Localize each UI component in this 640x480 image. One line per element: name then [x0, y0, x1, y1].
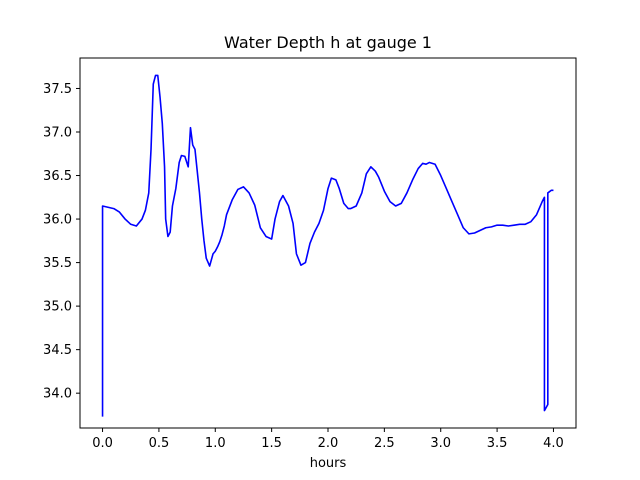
chart-title: Water Depth h at gauge 1 [224, 33, 432, 52]
x-axis: 0.0 0.5 1.0 1.5 2.0 2.5 3.0 3.5 4.0 [92, 428, 564, 451]
x-tick-label: 1.5 [261, 436, 282, 451]
y-tick-label: 35.5 [43, 256, 72, 271]
y-tick-label: 34.5 [43, 343, 72, 358]
plot-area-frame [79, 57, 577, 429]
y-tick-label: 34.0 [43, 387, 72, 402]
x-tick-label: 3.0 [430, 436, 451, 451]
y-tick-label: 37.5 [43, 82, 72, 97]
x-tick-label: 2.5 [374, 436, 395, 451]
x-axis-label: hours [310, 456, 347, 471]
y-tick-label: 36.0 [43, 213, 72, 228]
y-tick-label: 37.0 [43, 126, 72, 141]
x-tick-label: 0.5 [149, 436, 170, 451]
y-tick-label: 36.5 [43, 169, 72, 184]
series-layer [101, 74, 554, 417]
x-tick-label: 0.0 [92, 436, 113, 451]
series-line-1 [101, 74, 554, 417]
x-tick-label: 3.5 [487, 436, 508, 451]
y-axis: 34.0 34.5 35.0 35.5 36.0 36.5 37.0 37.5 [43, 82, 80, 402]
x-tick-label: 4.0 [543, 436, 564, 451]
x-tick-label: 2.0 [318, 436, 339, 451]
y-tick-label: 35.0 [43, 300, 72, 315]
x-tick-label: 1.0 [205, 436, 226, 451]
